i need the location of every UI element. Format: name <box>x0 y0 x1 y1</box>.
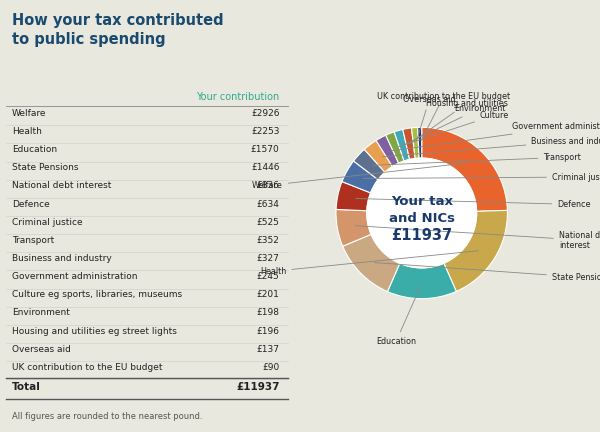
Circle shape <box>367 158 476 268</box>
Text: £11937: £11937 <box>391 228 452 243</box>
Text: Culture eg sports, libraries, museums: Culture eg sports, libraries, museums <box>11 290 182 299</box>
Text: Education: Education <box>376 286 421 346</box>
Wedge shape <box>422 127 508 211</box>
Text: Your tax: Your tax <box>391 195 453 208</box>
Text: State Pensions: State Pensions <box>374 263 600 282</box>
Text: Housing and utilities: Housing and utilities <box>412 99 508 142</box>
Text: Housing and utilities eg street lights: Housing and utilities eg street lights <box>11 327 176 336</box>
Text: £198: £198 <box>257 308 280 318</box>
Wedge shape <box>394 130 410 161</box>
Text: Culture: Culture <box>398 111 509 147</box>
Text: £352: £352 <box>257 236 280 245</box>
Text: Total: Total <box>11 382 41 392</box>
Text: Criminal justice: Criminal justice <box>363 172 600 181</box>
Text: £327: £327 <box>257 254 280 263</box>
Text: £196: £196 <box>257 327 280 336</box>
Text: £634: £634 <box>257 200 280 209</box>
Text: £2926: £2926 <box>251 109 280 118</box>
Wedge shape <box>412 127 419 159</box>
Text: £1446: £1446 <box>251 163 280 172</box>
Text: National debt interest: National debt interest <box>11 181 111 191</box>
Text: £11937: £11937 <box>236 382 280 392</box>
Text: UK contribution to the EU budget: UK contribution to the EU budget <box>11 363 162 372</box>
Text: Welfare: Welfare <box>252 163 468 190</box>
Text: Government administration: Government administration <box>11 272 137 281</box>
Text: £90: £90 <box>262 363 280 372</box>
Text: £1570: £1570 <box>251 145 280 154</box>
Text: Education: Education <box>11 145 57 154</box>
Text: Business and industry: Business and industry <box>11 254 112 263</box>
Text: £525: £525 <box>257 218 280 227</box>
Text: Business and industry: Business and industry <box>382 137 600 157</box>
Text: £2253: £2253 <box>251 127 280 136</box>
Text: Health: Health <box>11 127 41 136</box>
Text: Your contribution: Your contribution <box>196 92 280 102</box>
Text: Overseas aid: Overseas aid <box>11 345 71 354</box>
Wedge shape <box>403 128 415 159</box>
Text: £245: £245 <box>257 272 280 281</box>
Wedge shape <box>343 234 400 292</box>
Text: Environment: Environment <box>405 104 506 144</box>
Text: Defence: Defence <box>11 200 49 209</box>
Text: £201: £201 <box>257 290 280 299</box>
Text: Health: Health <box>260 251 478 276</box>
Text: Transport: Transport <box>11 236 54 245</box>
Wedge shape <box>336 181 371 211</box>
Text: How your tax contributed
to public spending: How your tax contributed to public spend… <box>11 13 223 47</box>
Wedge shape <box>336 210 371 246</box>
Text: UK contribution to the EU budget: UK contribution to the EU budget <box>377 92 510 140</box>
Text: Government administration: Government administration <box>391 122 600 151</box>
Text: State Pensions: State Pensions <box>11 163 78 172</box>
Text: £137: £137 <box>257 345 280 354</box>
Wedge shape <box>418 127 422 158</box>
Text: Welfare: Welfare <box>11 109 46 118</box>
Text: Criminal justice: Criminal justice <box>11 218 82 227</box>
Text: and NICs: and NICs <box>389 212 455 225</box>
Text: Defence: Defence <box>356 199 590 209</box>
Wedge shape <box>376 135 399 167</box>
Text: Environment: Environment <box>11 308 70 318</box>
Text: £836: £836 <box>257 181 280 191</box>
Text: Overseas aid: Overseas aid <box>403 95 455 140</box>
Wedge shape <box>364 140 392 172</box>
Text: National debt
interest: National debt interest <box>355 226 600 250</box>
Text: All figures are rounded to the nearest pound.: All figures are rounded to the nearest p… <box>11 412 202 421</box>
Wedge shape <box>353 149 385 180</box>
Text: Transport: Transport <box>373 153 581 165</box>
Wedge shape <box>388 263 456 299</box>
Wedge shape <box>386 132 404 163</box>
Wedge shape <box>444 210 508 292</box>
Wedge shape <box>342 161 378 193</box>
